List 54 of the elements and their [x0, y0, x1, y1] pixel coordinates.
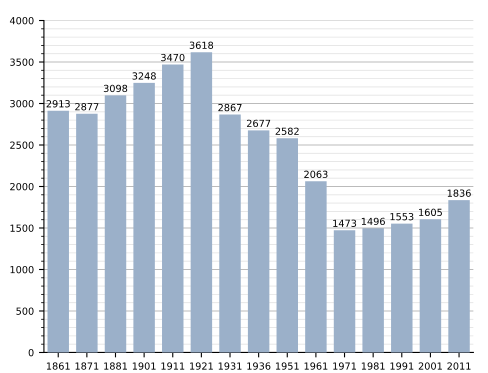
data-label: 3470	[161, 54, 184, 62]
bar	[219, 114, 241, 352]
bar	[391, 224, 413, 352]
x-tick-label: 1911	[161, 362, 184, 370]
bar	[162, 64, 184, 352]
y-tick-label: 2500	[10, 141, 34, 149]
x-tick-label: 1936	[247, 362, 270, 370]
y-tick-label: 0	[28, 348, 34, 356]
x-tick-label: 1981	[362, 362, 385, 370]
y-tick-label: 2000	[10, 182, 34, 190]
data-label: 3618	[190, 42, 214, 49]
data-label: 3098	[104, 84, 128, 92]
data-label: 1553	[390, 212, 414, 220]
x-tick-label: 1921	[190, 362, 213, 370]
data-label: 1473	[333, 220, 356, 227]
bar	[362, 228, 384, 352]
bar	[133, 82, 155, 352]
x-tick-label: 2001	[418, 362, 442, 370]
bar	[334, 230, 356, 352]
x-tick-label: 1881	[104, 362, 127, 370]
x-tick-label: 1961	[304, 362, 328, 370]
y-tick-label: 3000	[10, 100, 34, 108]
data-label: 2677	[246, 120, 270, 128]
x-tick-label: 1951	[276, 362, 299, 370]
x-tick-label: 2011	[447, 362, 471, 370]
bar	[76, 114, 98, 352]
x-tick-label: 1901	[132, 362, 156, 370]
x-tick-label: 1971	[333, 362, 356, 370]
data-label: 1605	[419, 208, 442, 216]
bar	[190, 52, 212, 352]
x-tick-label: 1931	[218, 362, 242, 370]
data-label: 1836	[448, 189, 471, 197]
bar	[420, 219, 442, 352]
data-label: 1496	[362, 218, 385, 226]
data-label: 2582	[276, 128, 299, 135]
data-label: 2913	[46, 100, 70, 108]
y-tick-label: 1500	[10, 224, 34, 232]
y-tick-label: 1000	[10, 266, 34, 274]
x-tick-label: 1991	[390, 362, 414, 370]
bar	[276, 138, 298, 352]
bar	[248, 130, 270, 352]
x-tick-label: 1861	[46, 362, 70, 370]
bar	[448, 200, 470, 352]
bar	[104, 95, 126, 352]
y-tick-label: 4000	[10, 16, 34, 24]
data-label: 2063	[304, 170, 328, 178]
y-tick-label: 3500	[10, 58, 34, 66]
bar	[305, 181, 327, 352]
data-label: 2867	[218, 104, 242, 112]
x-tick-label: 1871	[76, 362, 98, 370]
bar	[48, 110, 69, 352]
data-label: 2877	[75, 103, 98, 110]
data-label: 3248	[132, 72, 156, 80]
y-tick-label: 500	[16, 307, 34, 315]
